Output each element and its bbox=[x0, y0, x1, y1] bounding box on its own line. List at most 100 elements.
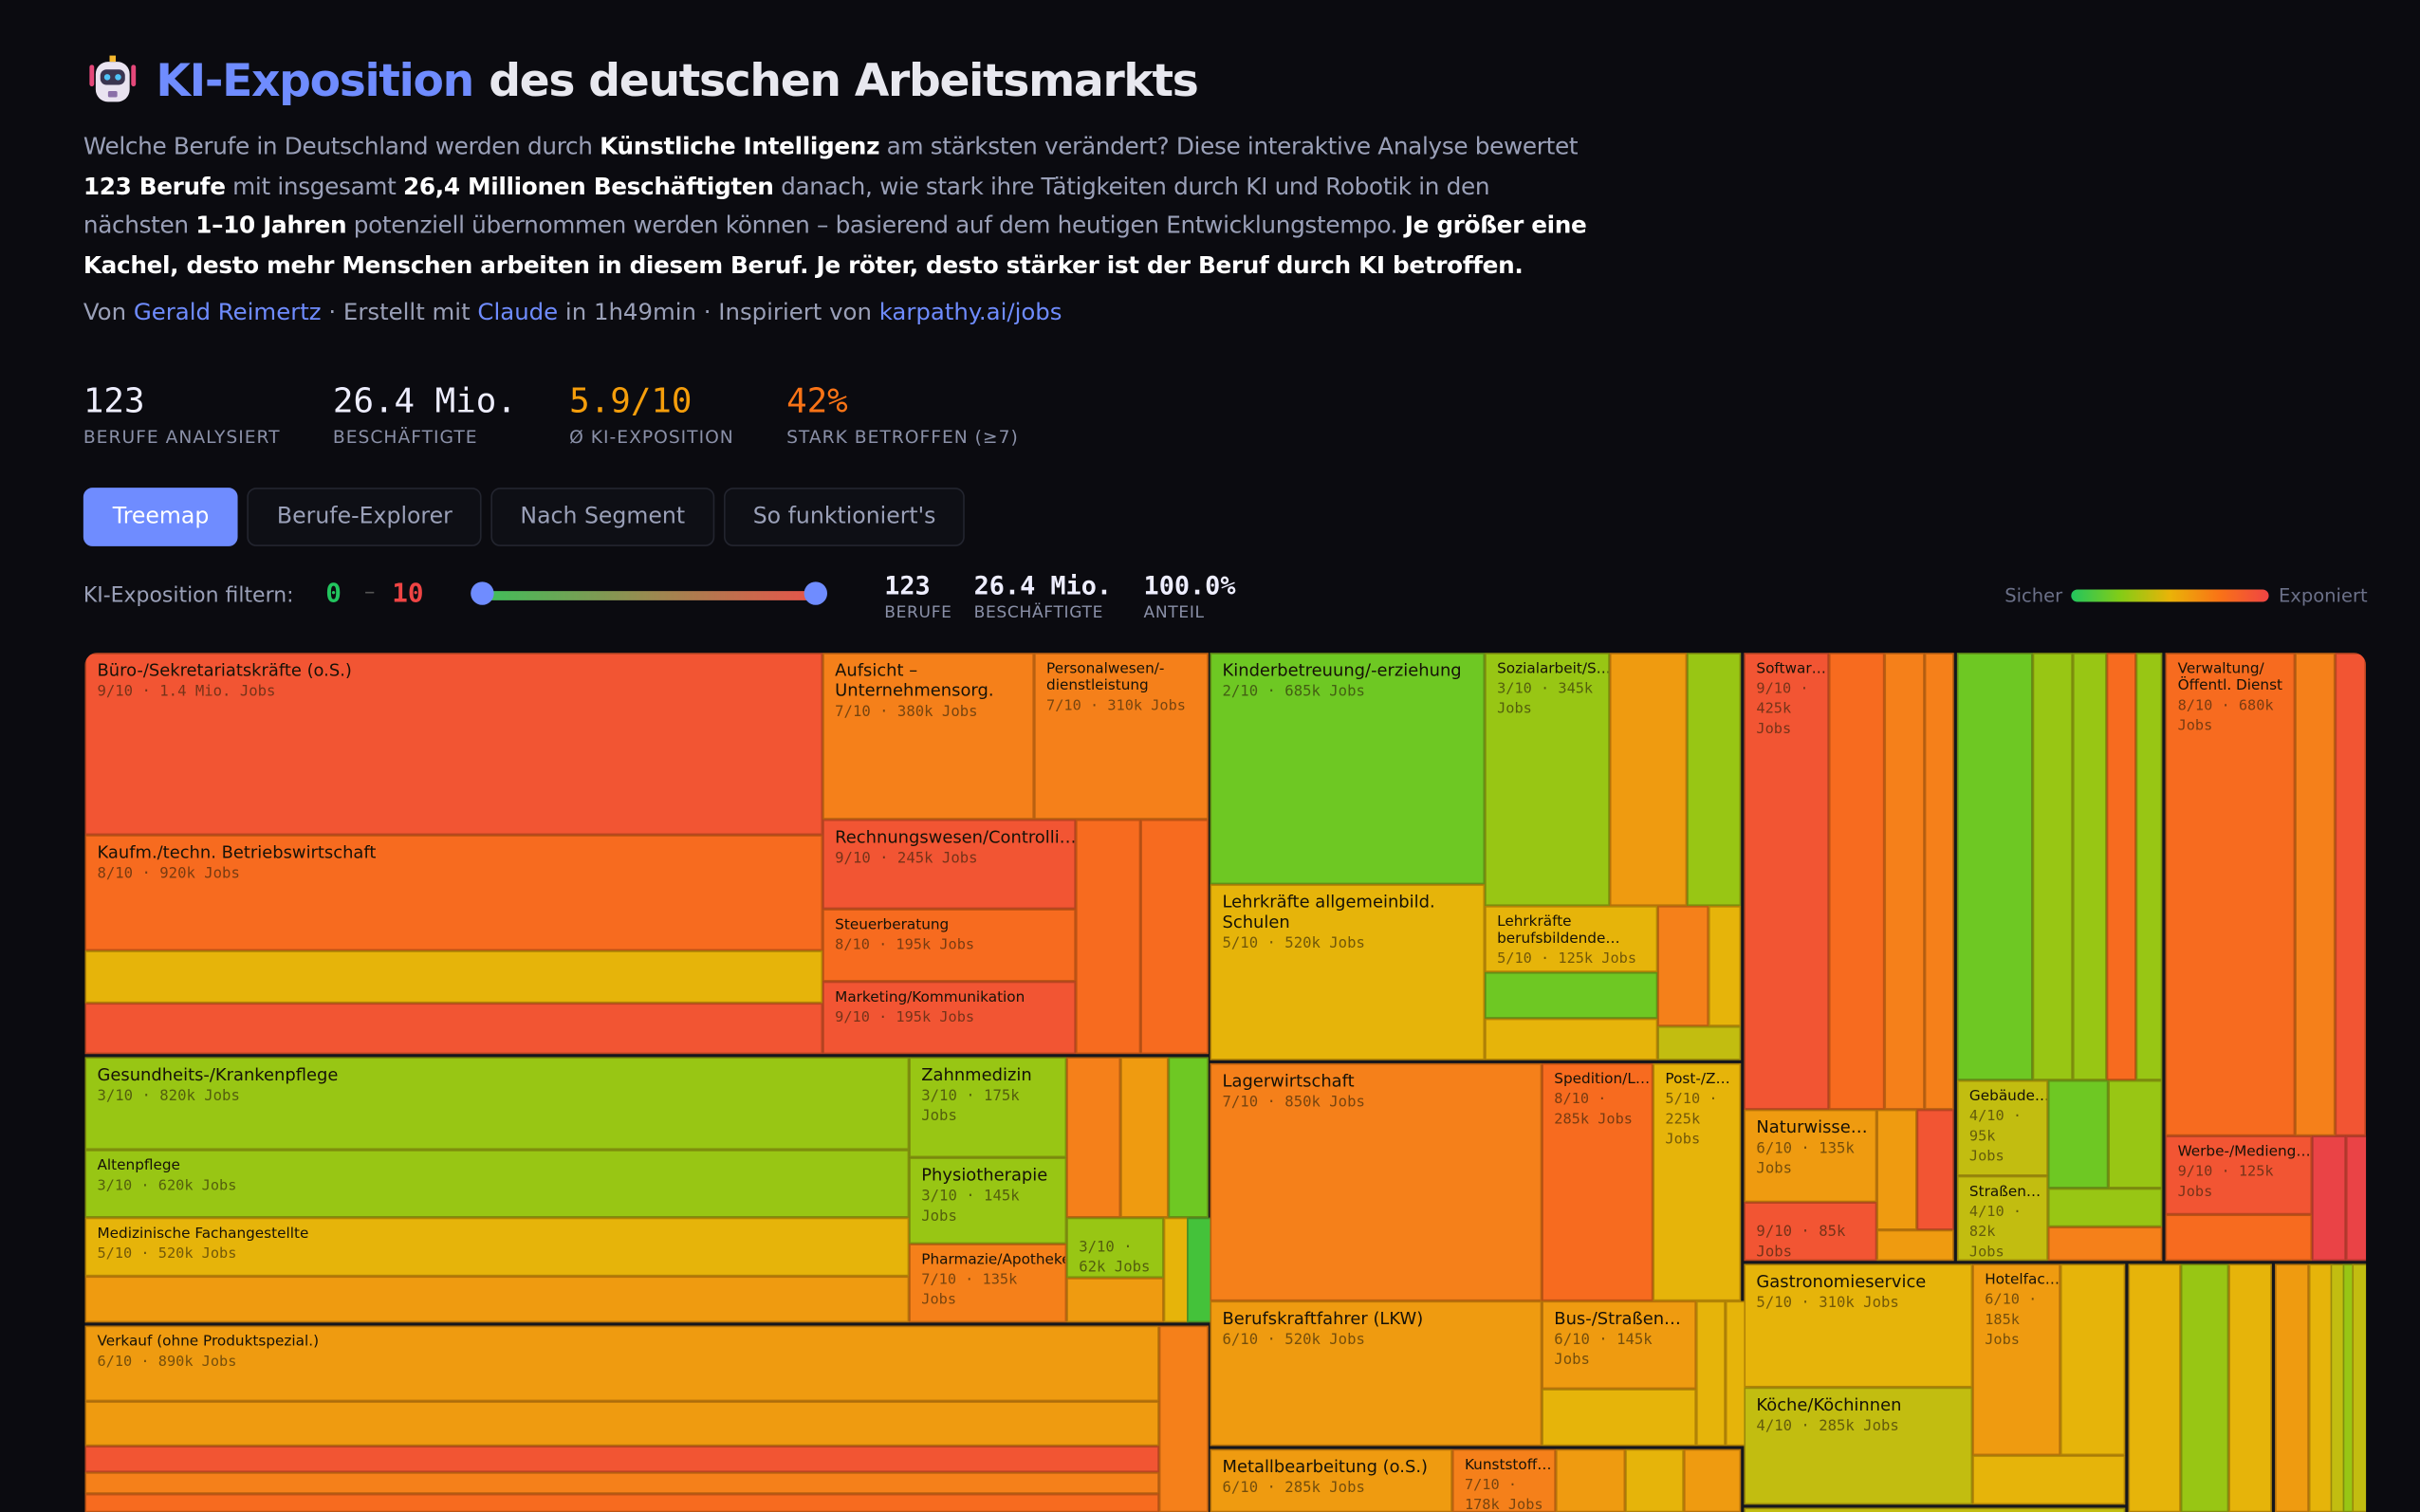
treemap-tile[interactable]: Lehrkräfte berufsbildende… 5/10 · 125k Jo… bbox=[1485, 905, 1658, 972]
treemap-tile[interactable] bbox=[1828, 653, 1885, 1110]
treemap-tile[interactable]: Steuerberatung 8/10 · 195k Jobs bbox=[822, 909, 1076, 982]
treemap-tile[interactable]: Verkauf (ohne Produktspezial.) 6/10 · 890… bbox=[84, 1325, 1159, 1402]
treemap-tile[interactable]: Medizinische Fachangestellte 5/10 · 520k … bbox=[84, 1217, 910, 1277]
treemap-tile[interactable] bbox=[84, 1493, 1159, 1512]
treemap-tile[interactable] bbox=[1075, 819, 1141, 1055]
treemap-tile[interactable] bbox=[1187, 1217, 1212, 1323]
treemap-tile[interactable] bbox=[2032, 653, 2073, 1080]
treemap-tile[interactable]: Marketing/Kommunikation 9/10 · 195k Jobs bbox=[822, 981, 1076, 1055]
treemap-tile[interactable] bbox=[84, 1472, 1159, 1494]
treemap-tile[interactable] bbox=[1657, 905, 1709, 1026]
treemap-tile[interactable]: Straßen… 4/10 · 82k Jobs bbox=[1956, 1175, 2048, 1262]
treemap-tile[interactable]: Metallbearbeitung (o.S.) 6/10 · 285k Jobs bbox=[1210, 1448, 1452, 1512]
treemap-tile[interactable] bbox=[1168, 1057, 1209, 1218]
treemap-tile[interactable]: Gesundheits-/Krankenpflege 3/10 · 820k Jo… bbox=[84, 1057, 910, 1151]
treemap-tile[interactable]: Sozialarbeit/S… 3/10 · 345k Jobs bbox=[1485, 653, 1610, 906]
treemap-tile[interactable] bbox=[2072, 653, 2107, 1080]
treemap-tile[interactable] bbox=[2352, 1263, 2367, 1512]
treemap-tile[interactable] bbox=[2128, 1263, 2181, 1512]
treemap-tile[interactable] bbox=[1972, 1455, 2126, 1505]
treemap-tile[interactable] bbox=[1876, 1229, 1954, 1262]
treemap-tile[interactable]: Bus-/Straßen… 6/10 · 145k Jobs bbox=[1542, 1300, 1696, 1390]
treemap-tile[interactable] bbox=[84, 950, 823, 1004]
treemap-tile[interactable] bbox=[84, 1003, 823, 1055]
treemap-tile[interactable] bbox=[2295, 653, 2336, 1136]
treemap-tile[interactable] bbox=[1924, 653, 1954, 1110]
treemap-tile[interactable] bbox=[2108, 1079, 2163, 1189]
treemap-tile[interactable] bbox=[1884, 653, 1925, 1110]
treemap-tile[interactable]: Hotelfac… 6/10 · 185k Jobs bbox=[1972, 1263, 2060, 1456]
treemap-tile[interactable]: Altenpflege 3/10 · 620k Jobs bbox=[84, 1150, 910, 1218]
range-slider-min-handle[interactable] bbox=[471, 581, 494, 605]
author-link[interactable]: Gerald Reimertz bbox=[133, 297, 322, 326]
treemap-tile[interactable]: 9/10 · 85k Jobs bbox=[1744, 1202, 1877, 1262]
treemap-tile[interactable]: Berufskraftfahrer (LKW) 6/10 · 520k Jobs bbox=[1210, 1300, 1543, 1447]
treemap-tile[interactable] bbox=[2047, 1226, 2163, 1262]
treemap-tile[interactable] bbox=[1708, 905, 1742, 1026]
treemap-tile[interactable] bbox=[1744, 1507, 2126, 1512]
treemap-tile[interactable] bbox=[1542, 1389, 1696, 1447]
tab-nach-segment[interactable]: Nach Segment bbox=[490, 488, 715, 546]
treemap-tile[interactable]: Naturwisse… 6/10 · 135k Jobs bbox=[1744, 1109, 1877, 1203]
treemap-tile[interactable] bbox=[1956, 653, 2033, 1080]
range-slider-max-handle[interactable] bbox=[804, 581, 828, 605]
treemap-tile[interactable] bbox=[84, 1276, 910, 1323]
treemap-tile[interactable] bbox=[2106, 653, 2136, 1080]
treemap-tile[interactable] bbox=[2135, 653, 2163, 1080]
tab-berufe-explorer[interactable]: Berufe-Explorer bbox=[248, 488, 482, 546]
treemap-tile[interactable]: Aufsicht – Unternehmensorg. 7/10 · 380k J… bbox=[822, 653, 1035, 820]
treemap-tile[interactable]: Personalwesen/-dienstleistung 7/10 · 310k… bbox=[1034, 653, 1209, 820]
range-slider-track[interactable] bbox=[483, 591, 817, 600]
treemap-tile[interactable] bbox=[2060, 1263, 2126, 1456]
treemap-tile[interactable] bbox=[1140, 819, 1209, 1055]
treemap-tile[interactable] bbox=[1120, 1057, 1169, 1218]
treemap-tile[interactable] bbox=[2047, 1079, 2109, 1189]
treemap-tile[interactable] bbox=[1916, 1109, 1954, 1230]
treemap-tile[interactable]: Spedition/L… 8/10 · 285k Jobs bbox=[1542, 1062, 1653, 1301]
treemap-tile[interactable] bbox=[1485, 1018, 1658, 1060]
treemap-tile[interactable] bbox=[1625, 1448, 1684, 1512]
treemap-tile[interactable] bbox=[1485, 971, 1658, 1019]
treemap-tile[interactable] bbox=[1657, 1025, 1742, 1060]
treemap-tile[interactable]: Gastronomieservice 5/10 · 310k Jobs bbox=[1744, 1263, 1973, 1388]
treemap-tile[interactable] bbox=[2335, 653, 2367, 1136]
treemap-tile[interactable] bbox=[1555, 1448, 1626, 1512]
treemap-tile[interactable]: Zahnmedizin 3/10 · 175k Jobs bbox=[909, 1057, 1067, 1158]
treemap-tile[interactable]: Kunststoff… 7/10 · 178k Jobs bbox=[1451, 1448, 1556, 1512]
treemap-tile[interactable]: Lagerwirtschaft 7/10 · 850k Jobs bbox=[1210, 1062, 1543, 1301]
treemap-tile[interactable] bbox=[84, 1446, 1159, 1473]
karpathy-link[interactable]: karpathy.ai/jobs bbox=[878, 297, 1062, 326]
tab-treemap[interactable]: Treemap bbox=[83, 488, 239, 546]
treemap-tile[interactable]: 3/10 · 62k Jobs bbox=[1066, 1217, 1164, 1279]
treemap-tile[interactable]: Köche/Köchinnen 4/10 · 285k Jobs bbox=[1744, 1387, 1973, 1505]
treemap-tile[interactable] bbox=[1695, 1300, 1726, 1447]
treemap-tile[interactable] bbox=[1163, 1217, 1189, 1323]
treemap-tile[interactable]: Post-/Z… 5/10 · 225k Jobs bbox=[1653, 1062, 1742, 1301]
treemap-tile[interactable]: Rechnungswesen/Controlli… 9/10 · 245k Job… bbox=[822, 819, 1076, 910]
treemap-tile[interactable]: Lehrkräfte allgemeinbild. Schulen 5/10 · … bbox=[1210, 884, 1486, 1060]
treemap-tile[interactable]: Werbe-/Medieng… 9/10 · 125k Jobs bbox=[2165, 1135, 2313, 1215]
treemap-tile[interactable] bbox=[1066, 1278, 1164, 1323]
treemap-tile[interactable] bbox=[1066, 1057, 1121, 1218]
treemap-tile[interactable] bbox=[2308, 1263, 2334, 1512]
tab-so-funktionierts[interactable]: So funktioniert's bbox=[723, 488, 966, 546]
treemap-tile[interactable] bbox=[2047, 1188, 2163, 1227]
treemap-tile[interactable] bbox=[1876, 1109, 1917, 1230]
treemap-tile[interactable] bbox=[1687, 653, 1742, 906]
treemap-tile[interactable] bbox=[1609, 653, 1688, 906]
treemap-tile[interactable]: Büro-/Sekretariatskräfte (o.S.) 9/10 · 1.… bbox=[84, 653, 823, 836]
treemap-tile[interactable]: Softwar… 9/10 · 425k Jobs bbox=[1744, 653, 1829, 1110]
treemap-tile[interactable]: Verwaltung/ Öffentl. Dienst 8/10 · 680k J… bbox=[2165, 653, 2296, 1136]
treemap-tile[interactable] bbox=[2180, 1263, 2229, 1512]
treemap-tile[interactable] bbox=[2165, 1214, 2313, 1262]
claude-link[interactable]: Claude bbox=[477, 297, 559, 326]
treemap-tile[interactable] bbox=[2275, 1263, 2309, 1512]
treemap-tile[interactable] bbox=[2312, 1135, 2346, 1262]
treemap-tile[interactable]: Pharmazie/Apotheke 7/10 · 135k Jobs bbox=[909, 1244, 1067, 1323]
treemap-tile[interactable]: Physiotherapie 3/10 · 145k Jobs bbox=[909, 1157, 1067, 1245]
treemap-tile[interactable] bbox=[2228, 1263, 2272, 1512]
treemap-tile[interactable]: Kaufm./techn. Betriebswirtschaft 8/10 · 9… bbox=[84, 835, 823, 951]
treemap-tile[interactable]: Kinderbetreuung/-erziehung 2/10 · 685k Jo… bbox=[1210, 653, 1486, 885]
treemap-tile[interactable] bbox=[1683, 1448, 1742, 1512]
treemap-tile[interactable] bbox=[2345, 1135, 2367, 1262]
